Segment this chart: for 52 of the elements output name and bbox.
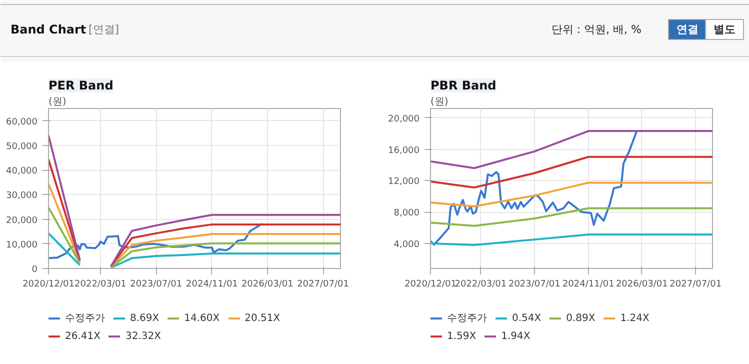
x-tick-label: 2023/07/01 bbox=[508, 280, 560, 290]
y-axis-title: (원) bbox=[48, 96, 66, 108]
chart-title: PER Band bbox=[48, 78, 114, 92]
legend-label: 26.41X bbox=[65, 330, 100, 342]
x-tick-label: 2020/12/01 bbox=[22, 280, 74, 290]
x-tick-label: 2020/12/01 bbox=[404, 280, 456, 290]
line-series bbox=[430, 182, 712, 208]
x-tick-label: 2023/07/01 bbox=[130, 280, 182, 290]
x-tick-label: 2027/07/01 bbox=[670, 280, 722, 290]
line-series bbox=[430, 233, 712, 246]
y-tick-label: 12,000 bbox=[388, 177, 420, 188]
line-series bbox=[430, 207, 712, 227]
legend-label: 0.89X bbox=[566, 312, 596, 324]
y-tick-label: 16,000 bbox=[388, 146, 420, 156]
y-tick-label: 20,000 bbox=[388, 114, 420, 124]
x-tick-label: 2026/03/01 bbox=[241, 280, 294, 290]
line-series bbox=[430, 156, 712, 188]
text: Band Chart bbox=[10, 22, 86, 36]
legend-label: 1.59X bbox=[447, 330, 476, 342]
legend-label: 8.69X bbox=[130, 312, 160, 324]
line-series bbox=[48, 222, 264, 260]
y-tick-label: 4,000 bbox=[394, 240, 420, 250]
x-tick-label: 2027/07/01 bbox=[297, 280, 349, 290]
y-tick-label: 8,000 bbox=[394, 208, 420, 219]
text: 별도 bbox=[714, 23, 736, 36]
text: [연결] bbox=[88, 23, 120, 36]
legend-label: 32.32X bbox=[125, 330, 161, 342]
legend-label: 1.94X bbox=[501, 330, 530, 342]
y-tick-label: 0 bbox=[32, 265, 38, 275]
chart-title: PBR Band bbox=[430, 78, 496, 92]
y-tick-label: 60,000 bbox=[6, 117, 38, 128]
line-series bbox=[430, 130, 712, 170]
x-tick-label: 2024/11/01 bbox=[186, 280, 238, 290]
legend-label: 0.54X bbox=[512, 312, 542, 324]
x-tick-label: 2022/03/01 bbox=[74, 280, 126, 290]
y-tick-label: 50,000 bbox=[6, 142, 38, 152]
legend-label: 수정주가 bbox=[447, 312, 487, 325]
x-tick-label: 2022/03/01 bbox=[454, 280, 507, 290]
x-tick-label: 2024/11/01 bbox=[562, 280, 614, 290]
legend-label: 20.51X bbox=[244, 312, 280, 324]
x-tick-label: 2026/03/01 bbox=[616, 280, 668, 290]
y-axis-title: (원) bbox=[430, 96, 448, 108]
text: 연결 bbox=[676, 23, 698, 36]
y-tick-label: 10,000 bbox=[6, 240, 38, 250]
legend-label: 14.60X bbox=[184, 312, 220, 324]
text: 단위 : 억원, 배, % bbox=[551, 23, 642, 36]
legend-label: 1.24X bbox=[620, 312, 650, 324]
legend-label: 수정주가 bbox=[65, 312, 105, 325]
y-tick-label: 40,000 bbox=[6, 166, 38, 177]
y-tick-label: 20,000 bbox=[6, 216, 38, 226]
y-tick-label: 30,000 bbox=[6, 191, 38, 202]
line-series bbox=[430, 130, 638, 246]
